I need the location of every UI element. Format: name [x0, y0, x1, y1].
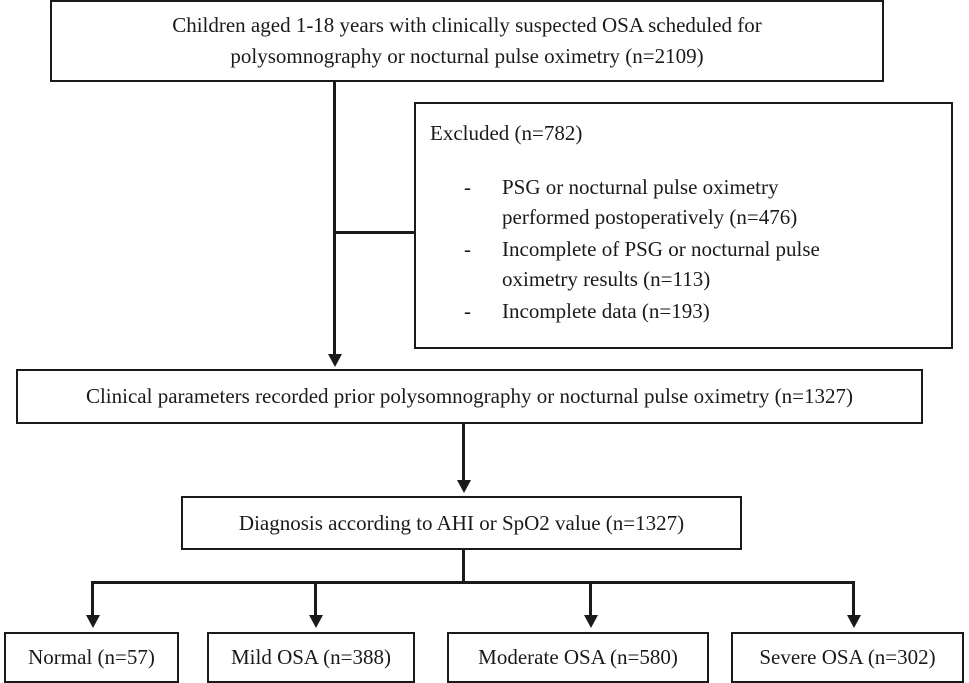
excluded-list: - PSG or nocturnal pulse oximetry perfor…: [416, 172, 951, 326]
clinical-box-text: Clinical parameters recorded prior polys…: [85, 384, 854, 408]
diagnosis-box: Diagnosis according to AHI or SpO2 value…: [181, 496, 742, 550]
arrow-to-diagnosis: [456, 480, 471, 493]
drop-line-moderate: [589, 581, 592, 616]
top-box-line-1: Children aged 1-18 years with clinically…: [172, 13, 762, 37]
top-box: Children aged 1-18 years with clinically…: [50, 0, 884, 82]
arrow-to-moderate: [583, 615, 598, 628]
excluded-item: - Incomplete data (n=193): [416, 296, 951, 326]
main-flow-line: [333, 82, 336, 354]
bullet-dash: -: [464, 237, 471, 261]
arrow-to-clinical: [327, 354, 342, 367]
excluded-item-line-1: PSG or nocturnal pulse oximetry: [502, 175, 779, 199]
clinical-box: Clinical parameters recorded prior polys…: [16, 369, 923, 424]
bullet-dash: -: [464, 299, 471, 323]
excluded-item: - Incomplete of PSG or nocturnal pulse o…: [416, 234, 951, 294]
excluded-item: - PSG or nocturnal pulse oximetry perfor…: [416, 172, 951, 232]
diagnosis-box-text: Diagnosis according to AHI or SpO2 value…: [238, 510, 685, 535]
arrow-to-normal: [85, 615, 100, 628]
excluded-title: Excluded (n=782): [430, 121, 583, 145]
outcomes-splitter-line: [91, 581, 855, 584]
outcome-box-moderate: Moderate OSA (n=580): [447, 632, 709, 683]
outcome-box-mild: Mild OSA (n=388): [207, 632, 415, 683]
outcome-label: Severe OSA (n=302): [759, 645, 936, 669]
excluded-item-line-2: oximetry results (n=113): [502, 267, 711, 291]
arrow-to-severe: [846, 615, 861, 628]
arrow-to-mild: [308, 615, 323, 628]
excluded-branch-line: [335, 231, 415, 234]
drop-line-normal: [91, 581, 94, 616]
excluded-item-line-1: Incomplete of PSG or nocturnal pulse: [502, 237, 820, 261]
diagnosis-stem-line: [462, 550, 465, 583]
clinical-to-diagnosis-line: [462, 424, 465, 481]
outcome-label: Mild OSA (n=388): [230, 645, 392, 669]
outcome-label: Moderate OSA (n=580): [478, 645, 678, 669]
excluded-item-line-1: Incomplete data (n=193): [502, 299, 710, 323]
outcome-label: Normal (n=57): [28, 645, 155, 669]
excluded-box: Excluded (n=782) - PSG or nocturnal puls…: [414, 102, 953, 349]
drop-line-severe: [852, 581, 855, 616]
outcome-box-normal: Normal (n=57): [4, 632, 179, 683]
drop-line-mild: [314, 581, 317, 616]
outcome-box-severe: Severe OSA (n=302): [731, 632, 964, 683]
bullet-dash: -: [464, 175, 471, 199]
top-box-line-2: polysomnography or nocturnal pulse oxime…: [230, 44, 704, 68]
excluded-item-line-2: performed postoperatively (n=476): [502, 205, 798, 229]
